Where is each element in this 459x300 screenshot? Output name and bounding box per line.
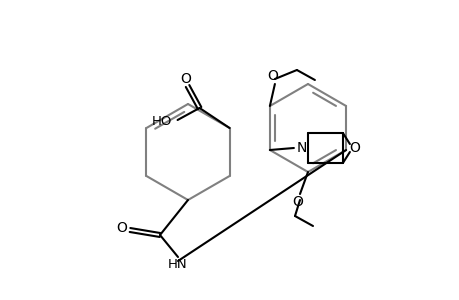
Text: O: O <box>180 72 190 86</box>
Text: O: O <box>349 141 359 155</box>
Text: N: N <box>296 141 307 155</box>
Text: O: O <box>116 221 127 235</box>
Text: O: O <box>292 195 303 209</box>
Text: HN: HN <box>168 259 187 272</box>
Text: HO: HO <box>151 115 171 128</box>
Text: O: O <box>267 69 278 83</box>
